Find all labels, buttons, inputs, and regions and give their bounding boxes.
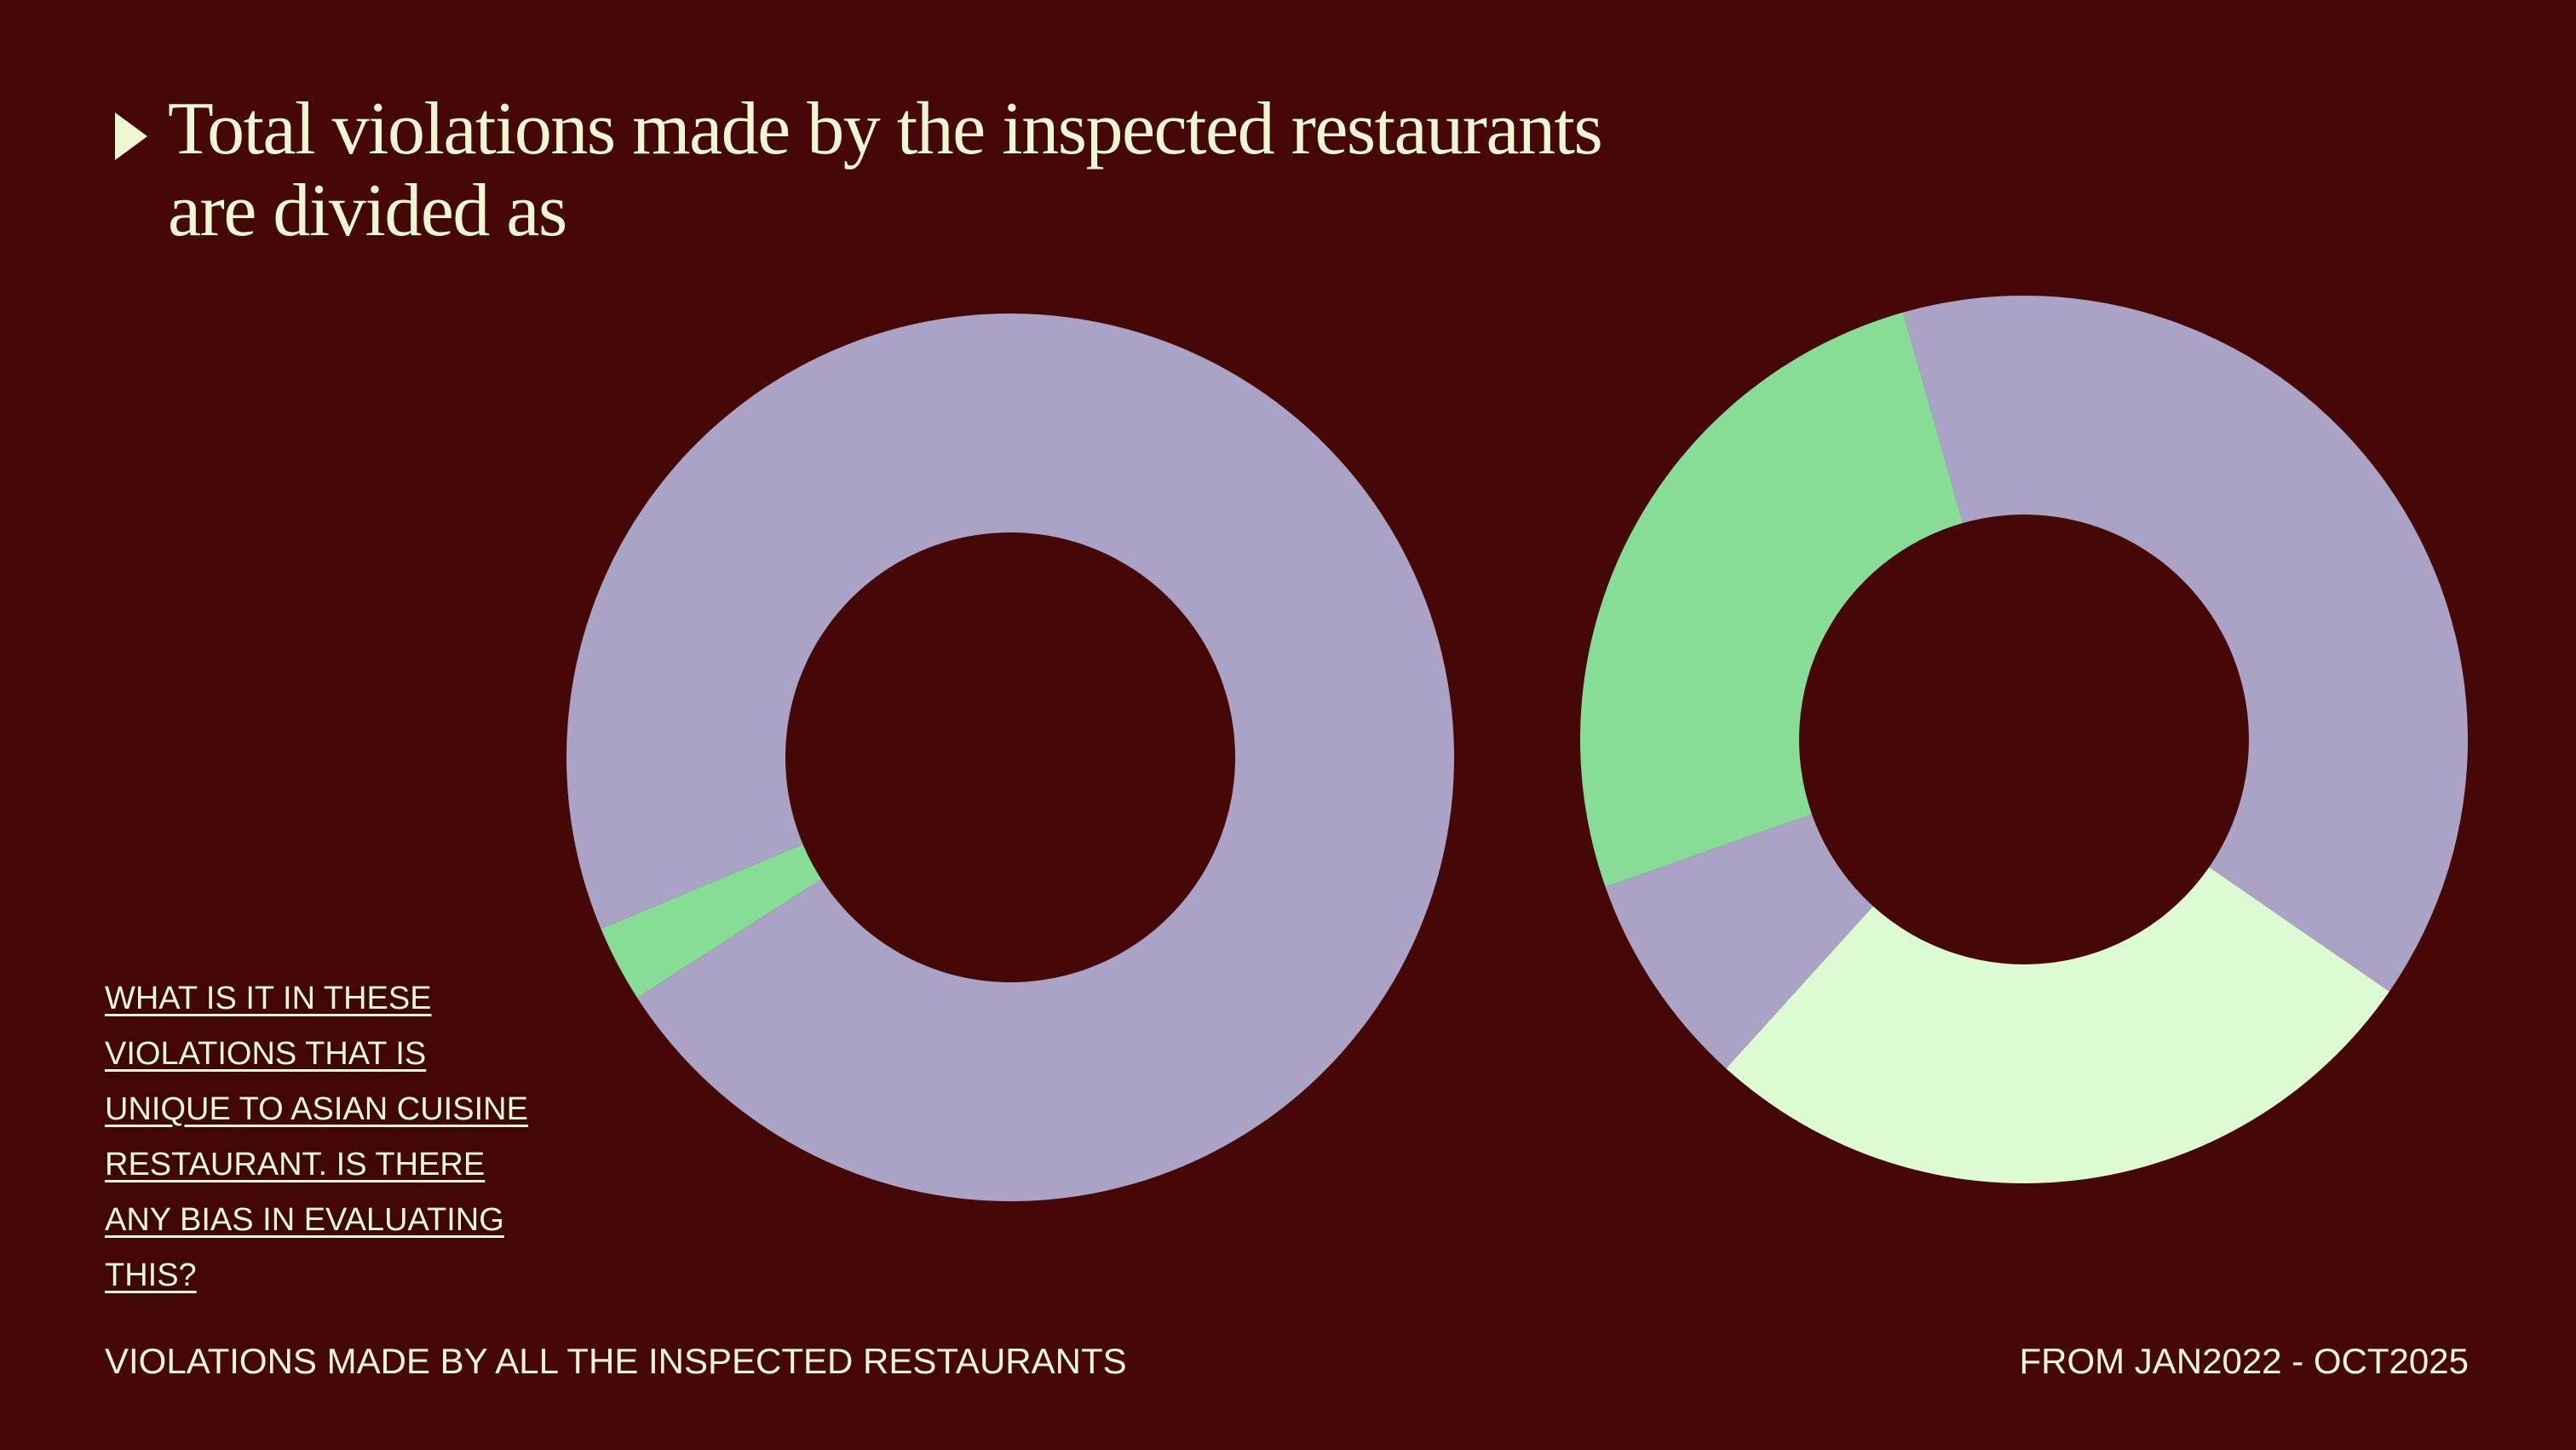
donut-slice	[601, 843, 822, 998]
donut-slice	[566, 313, 1454, 1201]
donut-slice	[1726, 866, 2389, 1183]
footer-left: VIOLATIONS MADE BY ALL THE INSPECTED RES…	[105, 1341, 1127, 1381]
title: Total violations made by the inspected r…	[168, 88, 1603, 252]
donut-slice	[1580, 312, 1964, 888]
donut-slice	[1903, 296, 2468, 992]
donut-slice	[1605, 814, 1873, 1069]
footer-right: FROM JAN2022 - OCT2025	[2019, 1341, 2469, 1381]
bullet-icon	[115, 112, 147, 160]
question-link[interactable]: WHAT IS IT IN THESE VIOLATIONS THAT IS U…	[105, 981, 528, 1293]
